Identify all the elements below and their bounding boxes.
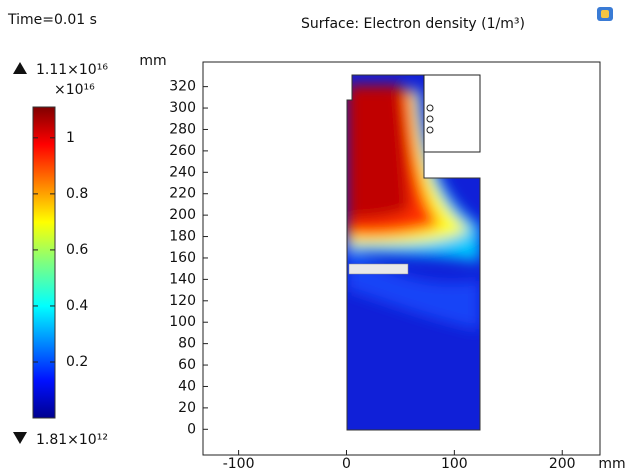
y-tick-label: 300: [169, 100, 196, 116]
y-tick-label: 140: [169, 271, 196, 287]
chart-title: Surface: Electron density (1/m³): [301, 16, 525, 32]
y-tick-label: 40: [178, 378, 196, 394]
y-tick-label: 0: [187, 421, 196, 437]
min-marker: [13, 432, 27, 444]
y-axis-unit: mm: [139, 53, 166, 69]
x-tick-label: 0: [342, 456, 351, 472]
y-tick-label: 20: [178, 400, 196, 416]
time-label: Time=0.01 s: [7, 12, 97, 28]
slab: [349, 264, 408, 274]
colorbar-tick-label: 0.2: [66, 354, 88, 370]
y-tick-label: 320: [169, 79, 196, 95]
page: Time=0.01 s Surface: Electron density (1…: [0, 0, 629, 474]
colorbar-scale: ×10¹⁶: [54, 82, 95, 98]
y-tick-label: 200: [169, 207, 196, 223]
colorbar-tick-label: 0.4: [66, 298, 88, 314]
colorbar-tick-label: 0.8: [66, 186, 88, 202]
colorbar: [33, 107, 55, 418]
y-tick-label: 60: [178, 357, 196, 373]
y-tick-label: 220: [169, 186, 196, 202]
max-marker: [13, 62, 27, 74]
colorbar-min: 1.81×10¹²: [36, 432, 108, 448]
y-tick-label: 180: [169, 229, 196, 245]
icon: [601, 10, 609, 18]
x-tick-label: 200: [549, 456, 576, 472]
y-tick-label: 240: [169, 164, 196, 180]
y-tick-label: 80: [178, 336, 196, 352]
coil-wire: [427, 105, 433, 111]
y-tick-label: 160: [169, 250, 196, 266]
y-tick-label: 100: [169, 314, 196, 330]
y-tick-label: 260: [169, 143, 196, 159]
chart: Time=0.01 s Surface: Electron density (1…: [0, 0, 629, 474]
coil-wire: [427, 127, 433, 133]
colorbar-tick-label: 1: [66, 130, 75, 146]
x-tick-label: -100: [223, 456, 255, 472]
colorbar-max: 1.11×10¹⁶: [36, 62, 108, 78]
colorbar-tick-label: 0.6: [66, 242, 88, 258]
x-tick-label: 100: [441, 456, 468, 472]
y-tick-label: 280: [169, 121, 196, 137]
coil-wire: [427, 116, 433, 122]
y-tick-label: 120: [169, 293, 196, 309]
x-axis-unit: mm: [598, 456, 625, 472]
inner-box: [424, 75, 480, 152]
